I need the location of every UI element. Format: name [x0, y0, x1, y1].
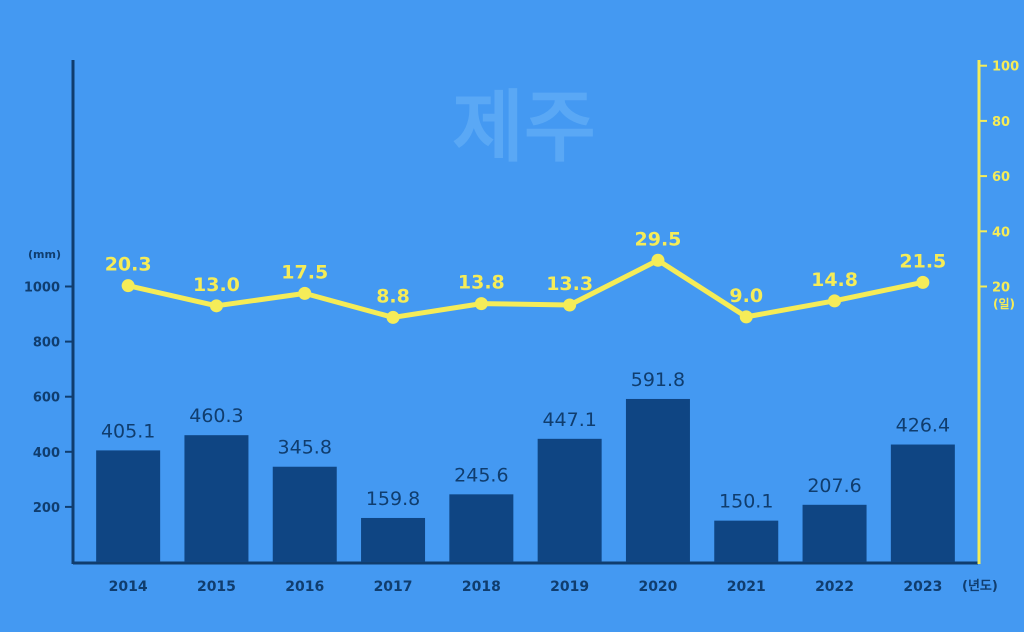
bar-value-label: 245.6	[454, 464, 508, 486]
bar-value-label: 405.1	[101, 420, 155, 442]
left-tick-label: 800	[33, 336, 60, 351]
bar	[272, 466, 337, 562]
bar-value-label: 207.6	[807, 475, 861, 497]
bar-series: 405.1 460.3 345.8 159.8 245.6 447.1 591.8 150.1…	[96, 369, 955, 562]
bar	[184, 435, 249, 562]
x-tick-label: 2020	[638, 579, 677, 595]
x-tick-label: 2022	[815, 579, 854, 595]
x-tick-label: 2016	[285, 579, 324, 595]
bar	[802, 504, 867, 562]
line-value-label: 13.3	[546, 273, 593, 295]
right-tick-label: 60	[992, 170, 1010, 185]
bar-value-label: 460.3	[189, 405, 243, 427]
x-tick-label: 2015	[197, 579, 236, 595]
right-tick-label: 80	[992, 115, 1010, 130]
line-value-label: 13.0	[193, 274, 240, 296]
x-axis-unit: (년도)	[962, 579, 998, 594]
bar-value-label: 150.1	[719, 491, 773, 513]
line-point	[209, 299, 223, 313]
chart-title: 제주	[452, 83, 596, 173]
line-value-label: 14.8	[811, 269, 858, 291]
left-tick-label: 600	[33, 391, 60, 406]
line-value-label: 8.8	[376, 285, 410, 307]
right-tick-label: 100	[992, 60, 1019, 75]
right-axis-ticks: 20 40 60 80 100	[979, 60, 1019, 296]
line-series: 20.3 13.0 17.5 8.8 13.8 13.3 29.5 9.0 14.8 21.5	[105, 228, 946, 324]
line-point	[121, 279, 135, 293]
left-tick-label: 200	[33, 501, 60, 516]
line-point	[386, 310, 400, 324]
bar-value-label: 426.4	[896, 415, 950, 437]
line-value-label: 17.5	[281, 261, 328, 283]
x-tick-label: 2017	[374, 579, 413, 595]
line-point	[916, 275, 930, 289]
line-value-label: 29.5	[635, 228, 682, 250]
line-point	[739, 310, 753, 324]
bar-value-label: 345.8	[278, 437, 332, 459]
x-tick-label: 2018	[462, 579, 501, 595]
left-tick-label: 1000	[24, 281, 60, 296]
bar	[537, 438, 602, 562]
x-tick-label: 2021	[727, 579, 766, 595]
line-point	[474, 297, 488, 311]
x-tick-label: 2023	[903, 579, 942, 595]
line-point	[563, 298, 577, 312]
x-tick-label: 2019	[550, 579, 589, 595]
line-point	[651, 253, 665, 267]
left-axis-unit: (mm)	[28, 248, 61, 261]
bar-value-label: 591.8	[631, 369, 685, 391]
left-tick-label: 400	[33, 446, 60, 461]
bar	[714, 520, 779, 562]
line-value-label: 20.3	[105, 254, 152, 276]
bar-value-label: 159.8	[366, 488, 420, 510]
bar	[449, 494, 514, 562]
bar	[625, 398, 690, 562]
right-tick-label: 40	[992, 225, 1010, 240]
x-tick-label: 2014	[109, 579, 148, 595]
left-axis-ticks: 200 400 600 800 1000	[24, 281, 73, 516]
line-value-label: 9.0	[729, 285, 763, 307]
bar	[96, 450, 161, 562]
line-point	[298, 286, 312, 300]
bar	[361, 517, 426, 562]
bar	[890, 444, 955, 562]
line-value-label: 13.8	[458, 272, 505, 294]
line-path	[127, 257, 924, 320]
right-axis-unit: (일)	[993, 297, 1015, 311]
x-axis-ticks: 2014 2015 2016 2017 2018 2019 2020 2021 2022 2023	[109, 579, 943, 595]
line-value-label: 21.5	[899, 250, 946, 272]
right-tick-label: 20	[992, 281, 1010, 296]
bar-value-label: 447.1	[542, 409, 596, 431]
line-point	[828, 294, 842, 308]
